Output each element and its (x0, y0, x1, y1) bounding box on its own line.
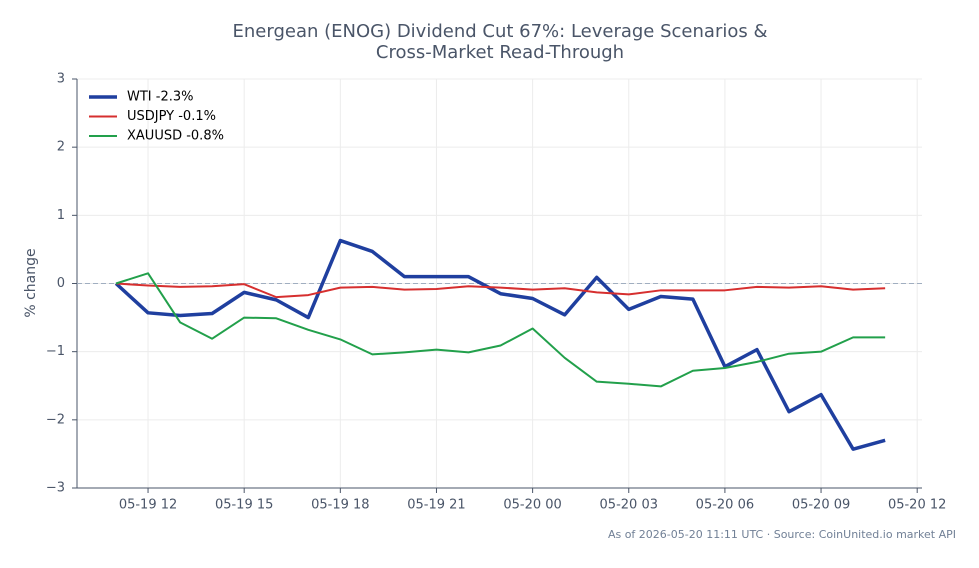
chart-title: Cross-Market Read-Through (376, 42, 624, 63)
x-tick-label: 05-20 09 (792, 498, 850, 513)
legend-label: USDJPY -0.1% (127, 109, 216, 124)
x-tick-label: 05-19 15 (215, 498, 273, 513)
legend-label: XAUUSD -0.8% (127, 129, 224, 144)
y-tick-label: 0 (57, 276, 65, 291)
y-tick-label: −3 (46, 481, 65, 496)
line-series (114, 238, 886, 451)
y-axis-label: % change (23, 248, 39, 317)
x-tick-label: 05-20 03 (600, 498, 658, 513)
line-series (115, 272, 886, 388)
x-tick-label: 05-20 12 (888, 498, 946, 513)
y-tick-label: 2 (57, 140, 65, 155)
y-tick-label: 3 (57, 72, 65, 87)
y-tick-label: 1 (57, 208, 65, 223)
footer: As of 2026-05-20 11:11 UTC · Source: Coi… (608, 528, 956, 541)
x-tick-label: 05-20 00 (503, 498, 561, 513)
line-series (115, 282, 886, 299)
chart-title: Energean (ENOG) Dividend Cut 67%: Levera… (233, 21, 768, 42)
legend-label: WTI -2.3% (127, 90, 193, 105)
x-tick-label: 05-19 18 (311, 498, 369, 513)
y-tick-label: −1 (46, 344, 65, 359)
x-tick-label: 05-20 06 (696, 498, 754, 513)
x-tick-label: 05-19 21 (407, 498, 465, 513)
y-tick-label: −2 (46, 412, 65, 427)
x-tick-label: 05-19 12 (119, 498, 177, 513)
